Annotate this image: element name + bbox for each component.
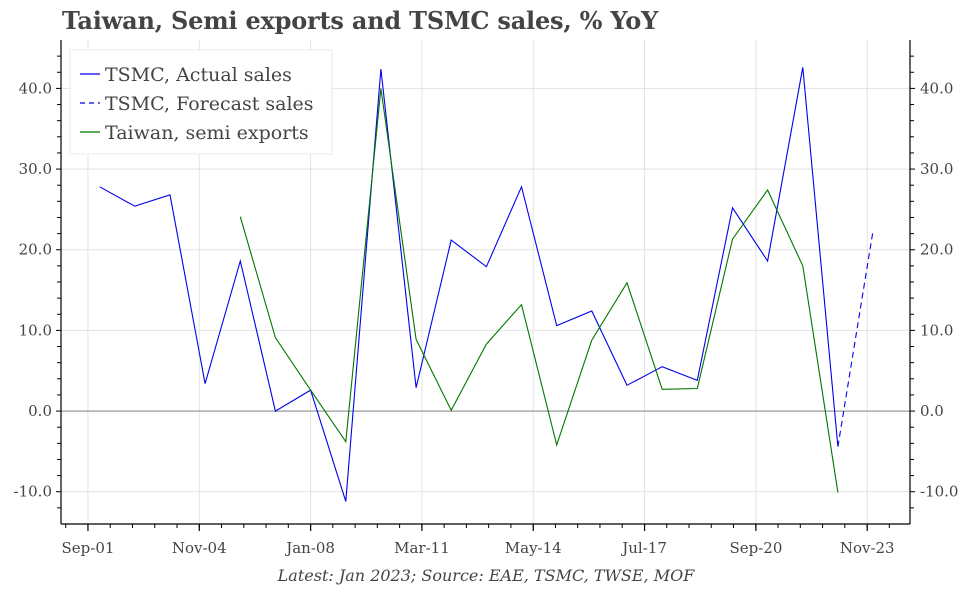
x-tick-label: Jul-17 [620,539,667,557]
x-tick-label: Sep-20 [729,539,782,557]
x-tick-label: Sep-01 [62,539,115,557]
legend-box [69,49,333,155]
x-tick-label: May-14 [505,539,562,557]
series-lines [99,67,874,502]
legend-label: Taiwan, semi exports [105,122,309,144]
y-tick-label-left: 30.0 [19,160,52,178]
y-tick-label-right: 0.0 [920,402,944,420]
axes: -10.0 -10.0 0.0 0.0 10.0 10.0 20.0 20.0 30.0 30.0… [14,40,958,557]
legend: TSMC, Actual sales TSMC, Forecast sales Ta… [69,49,333,155]
y-tick-label-left: 20.0 [19,241,52,259]
y-tick-label-right: 20.0 [920,241,953,259]
series-line-taiwan-semi-exports [239,88,839,493]
y-tick-label-left: 40.0 [19,79,52,97]
y-tick-label-left: 10.0 [19,321,52,339]
y-tick-label-right: 10.0 [920,321,953,339]
series-line-tsmc-actual-sales [99,67,839,502]
legend-label: TSMC, Actual sales [105,64,292,86]
series-line-tsmc-forecast-sales [837,230,874,447]
x-tick-label: Nov-04 [172,539,227,557]
y-tick-label-right: -10.0 [920,483,958,501]
y-tick-label-left: 0.0 [28,402,52,420]
source-note: Latest: Jan 2023; Source: EAE, TSMC, TWS… [277,566,695,585]
y-tick-label-right: 30.0 [920,160,953,178]
x-tick-label: Jan-08 [284,539,335,557]
legend-label: TSMC, Forecast sales [105,93,314,115]
chart-title: Taiwan, Semi exports and TSMC sales, % Y… [62,6,659,35]
x-tick-label: Nov-23 [840,539,895,557]
y-tick-label-right: 40.0 [920,79,953,97]
x-tick-label: Mar-11 [394,539,450,557]
y-tick-label-left: -10.0 [14,483,52,501]
